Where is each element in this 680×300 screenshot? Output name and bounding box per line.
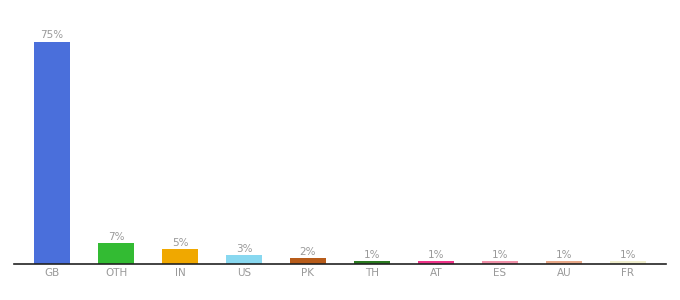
Bar (482, 261, 517, 264)
Text: 1%: 1% (364, 250, 380, 260)
Text: 1%: 1% (492, 250, 508, 260)
Text: 1%: 1% (428, 250, 444, 260)
Bar (547, 261, 581, 264)
Text: 75%: 75% (40, 30, 63, 40)
Bar (290, 258, 326, 264)
Text: 1%: 1% (619, 250, 636, 260)
Bar (99, 243, 133, 264)
Bar (163, 249, 198, 264)
Bar (418, 261, 454, 264)
Text: 7%: 7% (107, 232, 124, 242)
Text: 2%: 2% (300, 247, 316, 256)
Bar (611, 261, 645, 264)
Bar (35, 42, 69, 264)
Bar (354, 261, 390, 264)
Text: 3%: 3% (236, 244, 252, 254)
Bar (226, 255, 262, 264)
Text: 1%: 1% (556, 250, 573, 260)
Text: 5%: 5% (172, 238, 188, 248)
